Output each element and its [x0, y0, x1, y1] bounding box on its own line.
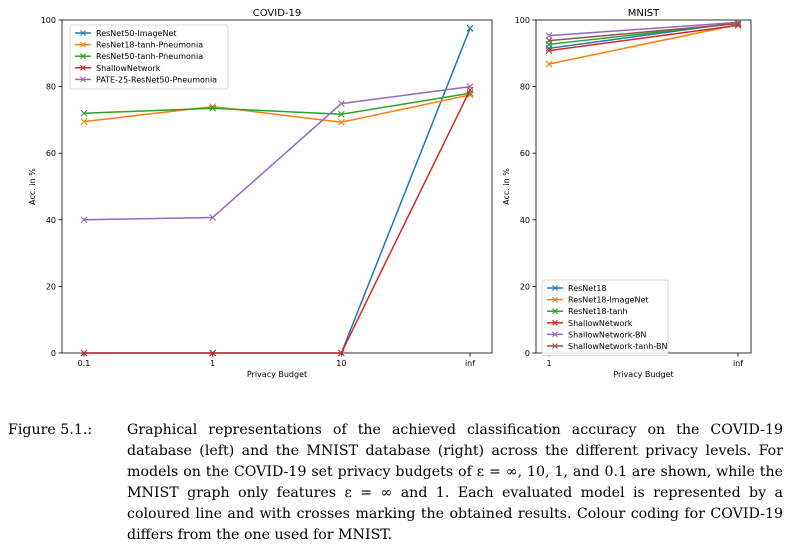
figure-caption: Figure 5.1.: Graphical representations o… — [8, 420, 783, 546]
covid-legend-marker-resnet50-tanh-pneumonia — [80, 53, 86, 60]
covid-xtick-label: inf — [465, 359, 475, 368]
mnist-chart: MNIST 0 20 40 60 80 100 1 inf Privacy Budget Acc. … — [502, 8, 752, 379]
covid-point-shallownetwork — [466, 86, 474, 94]
covid-chart: COVID-19 0 20 40 60 80 100 0.1 1 10 inf Privacy Bud… — [28, 8, 493, 379]
mnist-legend-label-resnet18-imagenet: ResNet18-ImageNet — [568, 296, 649, 305]
covid-xtick-label: 1 — [210, 359, 215, 368]
mnist-xtick-label: inf — [733, 359, 743, 368]
caption-label: Figure 5.1.: — [8, 422, 93, 438]
covid-point-shallownetwork — [80, 349, 88, 357]
mnist-ytick-label: 80 — [520, 83, 530, 92]
mnist-y-axis-label: Acc. in % — [502, 168, 511, 205]
covid-point-pate-25-resnet50-pneumonia — [80, 216, 88, 224]
covid-point-resnet50-tanh-pneumonia — [80, 109, 88, 117]
covid-legend-marker-resnet50-imagenet — [80, 30, 86, 36]
covid-series-line-shallownetwork — [84, 89, 471, 354]
covid-ytick-label: 40 — [46, 216, 56, 225]
mnist-point-shallownetwork — [545, 47, 553, 55]
covid-legend-marker-resnet18-tanh-pneumonia — [80, 41, 86, 48]
caption-text: Graphical representations of the achieve… — [127, 422, 783, 543]
covid-point-pate-25-resnet50-pneumonia — [337, 100, 345, 107]
mnist-x-axis-label: Privacy Budget — [613, 370, 673, 379]
mnist-legend-marker-resnet18 — [552, 285, 558, 291]
mnist-legend-marker-shallownetwork-tanh-bn — [552, 343, 558, 349]
mnist-xtick-label: 1 — [546, 359, 551, 368]
covid-series-line-resnet50-tanh-pneumonia — [83, 92, 471, 115]
covid-point-shallownetwork — [337, 349, 345, 357]
covid-point-resnet18-tanh-pneumonia — [80, 118, 88, 125]
covid-ytick-label: 0 — [51, 349, 56, 358]
mnist-ytick-label: 100 — [515, 16, 530, 25]
covid-ytick-label: 20 — [46, 282, 56, 291]
covid-legend-label-resnet18-tanh-pneumonia: ResNet18-tanh-Pneumonia — [96, 41, 203, 50]
covid-point-pate-25-resnet50-pneumonia — [466, 83, 474, 90]
mnist-series-line-shallownetwork-bn — [548, 21, 739, 37]
covid-legend: ResNet50-ImageNet ResNet18-tanh-Pneumonia… — [69, 24, 229, 90]
mnist-ytick-label: 40 — [520, 216, 530, 225]
covid-point-shallownetwork — [209, 349, 217, 357]
covid-point-pate-25-resnet50-pneumonia — [209, 214, 217, 221]
mnist-series-line-resnet18-imagenet — [548, 23, 739, 65]
mnist-legend-marker-resnet18-imagenet — [552, 296, 558, 303]
mnist-ytick-label: 20 — [520, 282, 530, 291]
mnist-legend-label-resnet18: ResNet18 — [568, 284, 607, 293]
covid-ytick-label: 60 — [46, 149, 56, 158]
covid-point-resnet50-tanh-pneumonia — [337, 110, 345, 118]
covid-legend-label-shallownetwork: ShallowNetwork — [96, 64, 161, 73]
covid-legend-marker-shallownetwork — [80, 64, 86, 71]
mnist-ytick-label: 60 — [520, 149, 530, 158]
covid-legend-marker-pate-25-resnet50-pneumonia — [80, 76, 86, 83]
covid-series-line-resnet18-tanh-pneumonia — [83, 94, 471, 123]
covid-legend-label-resnet50-tanh-pneumonia: ResNet50-tanh-Pneumonia — [96, 52, 203, 61]
mnist-legend-label-shallownetwork: ShallowNetwork — [568, 319, 633, 328]
mnist-legend-label-shallownetwork-tanh-bn: ShallowNetwork-tanh-BN — [568, 342, 667, 351]
mnist-legend-label-resnet18-tanh: ResNet18-tanh — [568, 307, 628, 316]
covid-point-resnet18-tanh-pneumonia — [337, 118, 345, 126]
covid-legend-label-resnet50-imagenet: ResNet50-ImageNet — [96, 29, 177, 38]
covid-chart-title: COVID-19 — [253, 8, 302, 19]
mnist-legend: ResNet18 ResNet18-ImageNet ResNet18-tanh Sh… — [541, 279, 669, 356]
covid-xtick-label: 0.1 — [78, 359, 91, 368]
covid-ytick-label: 80 — [46, 83, 56, 92]
mnist-point-shallownetwork-tanh-bn — [734, 20, 742, 28]
mnist-legend-marker-shallownetwork — [552, 319, 558, 326]
covid-point-resnet50-imagenet — [466, 24, 474, 32]
mnist-legend-box — [541, 279, 669, 356]
covid-x-axis-label: Privacy Budget — [247, 370, 307, 379]
mnist-series-line-shallownetwork — [548, 24, 739, 52]
covid-series-line-pate-25-resnet50-pneumonia — [83, 85, 471, 221]
mnist-chart-title: MNIST — [628, 8, 660, 19]
mnist-point-shallownetwork-bn — [545, 32, 553, 40]
covid-point-resnet50-tanh-pneumonia — [209, 104, 217, 112]
mnist-point-shallownetwork-tanh-bn — [545, 37, 553, 45]
covid-ytick-label: 100 — [41, 16, 56, 25]
covid-xtick-label: 10 — [336, 359, 346, 368]
mnist-legend-marker-resnet18-tanh — [552, 308, 558, 315]
mnist-legend-label-shallownetwork-bn: ShallowNetwork-BN — [568, 330, 646, 339]
covid-legend-box — [69, 24, 229, 90]
mnist-legend-marker-shallownetwork-bn — [552, 331, 558, 338]
mnist-series-line-shallownetwork-tanh-bn — [548, 22, 739, 42]
mnist-point-resnet18-imagenet — [545, 60, 553, 68]
mnist-ytick-label: 0 — [525, 349, 530, 358]
covid-y-axis-label: Acc. in % — [28, 168, 37, 205]
covid-legend-label-pate-25-resnet50-pneumonia: PATE-25-ResNet50-Pneumonia — [96, 75, 217, 84]
